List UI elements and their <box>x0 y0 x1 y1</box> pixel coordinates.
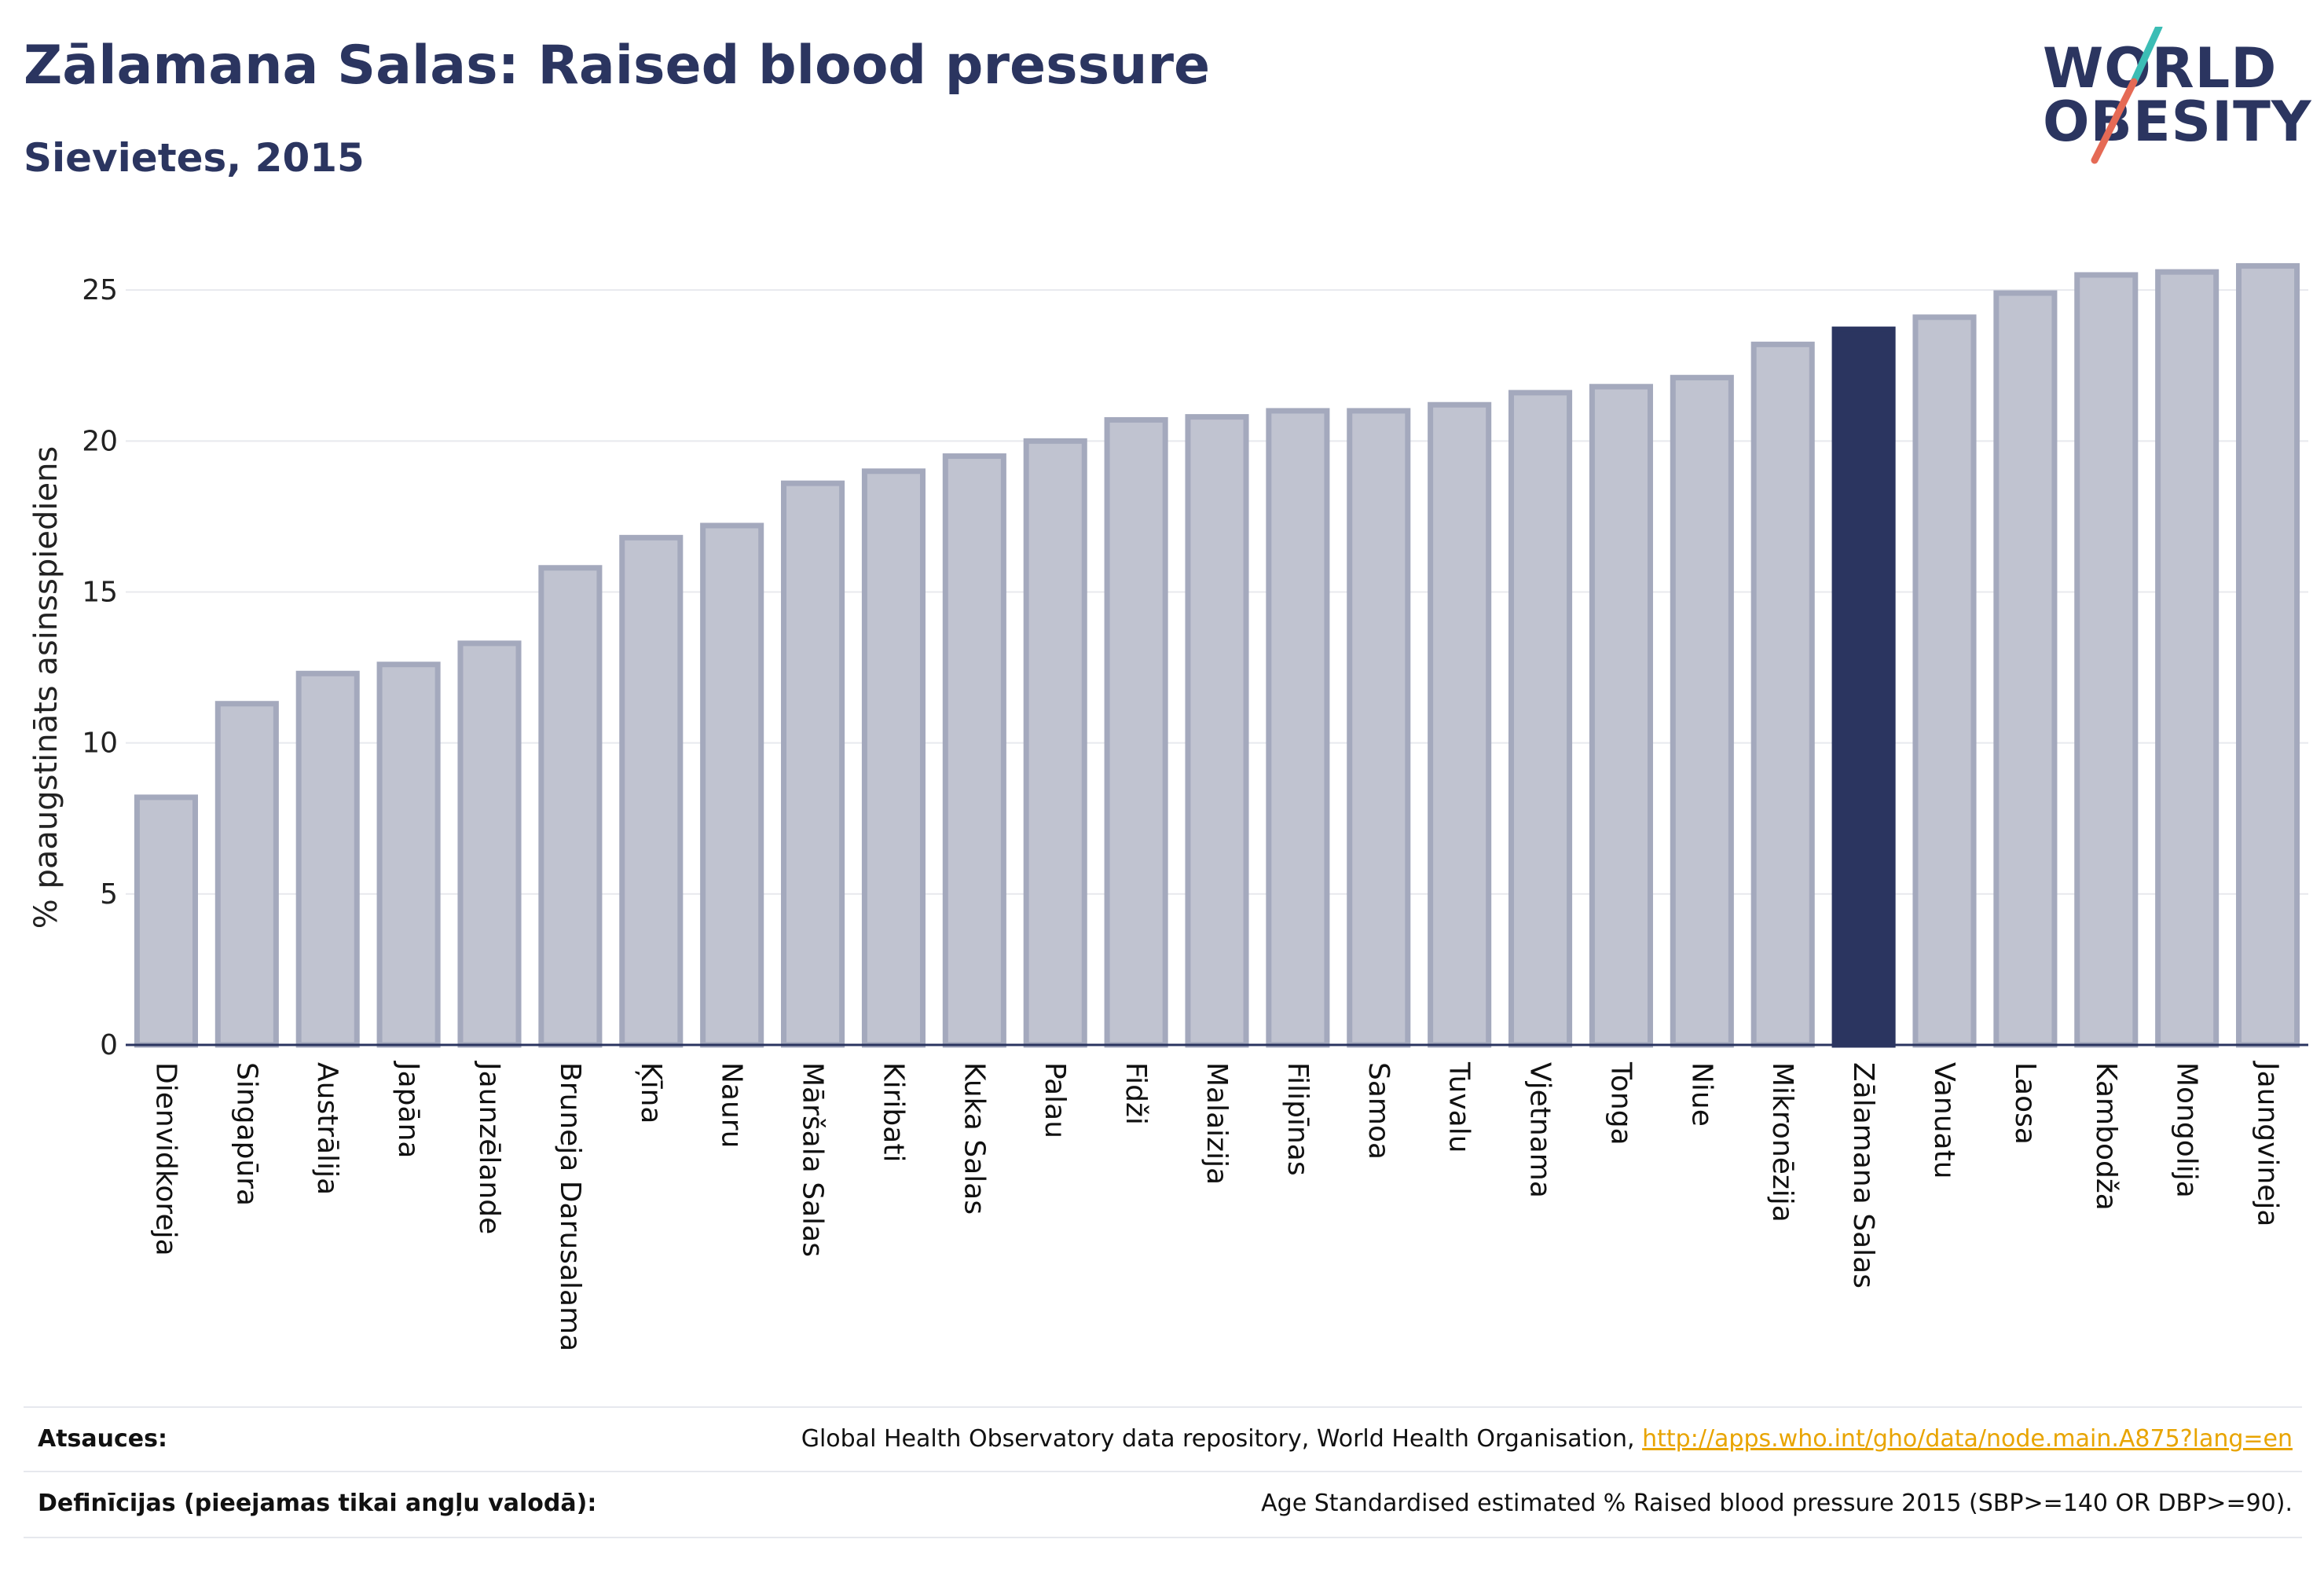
bar <box>2236 262 2300 1048</box>
x-tick-label: Singapūra <box>230 1062 262 1206</box>
bar <box>1266 408 1330 1048</box>
x-tick-label: Kambodža <box>2090 1062 2122 1211</box>
x-tick-label: Kiribati <box>877 1062 909 1162</box>
bar <box>1428 401 1492 1048</box>
bar-chart: 0 5 10 15 20 25 % paaugstināts asinsspiediens D… <box>28 262 2308 1351</box>
x-tick-label: Jaungvineja <box>2252 1061 2284 1227</box>
logo-text-line1: WORLD <box>2043 36 2278 101</box>
x-tick-label: Dienvidkoreja <box>149 1062 181 1256</box>
x-tick-label: Malaizija <box>1200 1062 1233 1185</box>
x-tick-label: Japāna <box>392 1061 424 1158</box>
y-axis-label: % paaugstināts asinsspiediens <box>28 446 64 929</box>
bar <box>1185 414 1249 1048</box>
footer-sources-label: Atsauces: <box>38 1425 167 1453</box>
bar <box>457 640 522 1048</box>
x-tick-label: Niue <box>1685 1062 1717 1127</box>
x-tick-label: Palau <box>1039 1062 1071 1138</box>
footer-sources-link[interactable]: http://apps.who.int/gho/data/node.main.A… <box>1642 1425 2293 1453</box>
bar <box>1104 416 1168 1048</box>
x-tick-label: Kuka Salas <box>958 1062 990 1215</box>
bar <box>1023 438 1087 1048</box>
y-tick-label: 10 <box>82 728 118 760</box>
x-tick-label: Laosa <box>2009 1062 2041 1145</box>
bar <box>942 453 1006 1048</box>
x-tick-label: Nauru <box>716 1062 748 1148</box>
world-obesity-logo: WORLD OBESITY <box>2043 27 2312 169</box>
x-tick-label: Ķīna <box>635 1062 667 1124</box>
logo-slash-icon <box>2091 27 2163 164</box>
x-tick-label: Jaunzēlande <box>473 1061 505 1234</box>
x-tick-label: Zālamana Salas <box>1847 1062 1879 1288</box>
bar <box>861 468 926 1048</box>
x-tick-label: Filipīnas <box>1281 1062 1314 1176</box>
y-tick-label: 20 <box>82 425 118 457</box>
bar <box>1750 341 1815 1048</box>
footer-divider <box>24 1537 2302 1538</box>
x-tick-label: Mikronēzija <box>1766 1062 1798 1222</box>
y-tick-label: 15 <box>82 577 118 609</box>
bar <box>538 565 603 1048</box>
x-tick-label: Māršala Salas <box>797 1062 829 1257</box>
bar <box>781 480 845 1048</box>
footer-sources-row: Atsauces: Global Health Observatory data… <box>24 1406 2302 1471</box>
bar <box>295 670 360 1048</box>
bar <box>214 701 279 1048</box>
footer-definitions-row: Definīcijas (pieejamas tikai angļu valod… <box>24 1471 2302 1535</box>
logo-text-line2: OBESITY <box>2043 90 2312 154</box>
x-tick-label: Fidži <box>1120 1062 1152 1125</box>
bar <box>1670 375 1734 1048</box>
chart-title: Zālamana Salas: Raised blood pressure <box>24 35 1211 97</box>
x-tick-label: Samoa <box>1362 1062 1395 1160</box>
chart-subtitle: Sievietes, 2015 <box>24 135 365 181</box>
footer-definitions-text: Age Standardised estimated % Raised bloo… <box>1261 1490 2293 1517</box>
bar <box>1993 290 2058 1048</box>
bar <box>1508 390 1573 1048</box>
y-tick-label: 25 <box>82 274 118 306</box>
y-tick-label: 0 <box>100 1029 118 1061</box>
bar <box>1347 408 1411 1048</box>
footer-sources-value: Global Health Observatory data repositor… <box>801 1425 2293 1453</box>
y-tick-label: 5 <box>100 878 118 911</box>
x-tick-label: Austrālija <box>311 1062 343 1195</box>
x-tick-label: Tonga <box>1604 1061 1637 1145</box>
bar <box>376 662 441 1048</box>
bar <box>1589 383 1653 1048</box>
bar <box>2155 269 2220 1048</box>
bar <box>134 794 198 1048</box>
x-tick-label: Vanuatu <box>1928 1062 1960 1179</box>
x-tick-label: Mongolija <box>2171 1062 2203 1198</box>
x-tick-label: Vjetnama <box>1524 1062 1556 1198</box>
x-tick-label: Bruneja Darusalama <box>554 1062 586 1351</box>
bar <box>700 522 764 1048</box>
bar <box>1912 314 1977 1048</box>
bar <box>619 534 684 1048</box>
x-tick-label: Tuvalu <box>1443 1061 1475 1153</box>
footer-sources-text: Global Health Observatory data repositor… <box>801 1425 1635 1453</box>
bar <box>2074 272 2139 1048</box>
footer-definitions-label: Definīcijas (pieejamas tikai angļu valod… <box>38 1490 597 1517</box>
bar <box>1831 326 1896 1048</box>
